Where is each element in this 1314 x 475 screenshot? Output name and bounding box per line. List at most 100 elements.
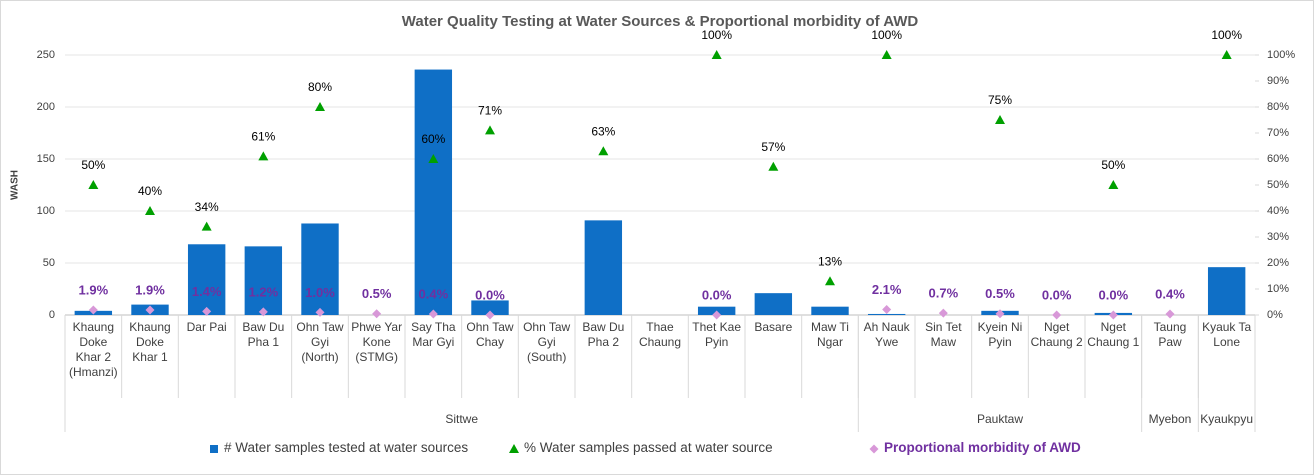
data-label: 0.0%: [1099, 287, 1129, 302]
data-label: 1.2%: [249, 284, 279, 299]
data-label: 57%: [761, 140, 785, 154]
group-label: Kyaukpyu: [1200, 412, 1253, 426]
legend-label: % Water samples passed at water source: [524, 440, 773, 455]
x-tick-label: Maw Ti Ngar: [810, 320, 849, 349]
y2-tick-label: 100%: [1267, 49, 1295, 61]
y2-tick-label: 60%: [1267, 153, 1289, 165]
data-label: 0.4%: [419, 286, 449, 301]
group-label: Sittwe: [445, 412, 478, 426]
chart-title: Water Quality Testing at Water Sources &…: [402, 13, 919, 30]
data-label: 100%: [1211, 28, 1242, 42]
triangle-marker: [485, 125, 495, 135]
diamond-marker: [372, 309, 382, 319]
data-label: 63%: [591, 124, 615, 138]
y-tick-label: 100: [37, 205, 55, 217]
legend-swatch: [210, 445, 218, 453]
triangle-marker: [258, 151, 269, 161]
y-axis-label: WASH: [10, 170, 21, 200]
diamond-marker: [315, 307, 325, 317]
data-label: 75%: [988, 93, 1012, 107]
triangle-marker: [1221, 50, 1232, 59]
data-label: 2.1%: [872, 282, 902, 297]
diamond-marker: [938, 308, 948, 318]
bar: [471, 300, 509, 315]
diamond-marker: [1052, 310, 1062, 320]
y2-tick-label: 90%: [1267, 75, 1289, 87]
legend-swatch: [869, 444, 879, 454]
diamond-marker: [145, 305, 155, 315]
diamond-marker: [712, 310, 722, 320]
x-tick-label: Sin Tet Maw: [925, 320, 962, 349]
data-label: 1.4%: [192, 284, 222, 299]
triangle-marker: [1108, 180, 1119, 189]
bar: [187, 244, 226, 315]
diamond-marker: [485, 310, 495, 320]
x-tick-label: Khaung Doke Khar 1: [129, 320, 171, 364]
bar: [414, 69, 453, 315]
x-tick-label: Khaung Doke Khar 2 (Hmanzi): [68, 320, 118, 379]
diamond-marker: [202, 306, 212, 316]
y2-tick-label: 20%: [1267, 257, 1289, 269]
triangle-marker: [995, 115, 1005, 124]
x-tick-label: Ohn Taw Gyi (South): [523, 320, 571, 364]
data-label: 0.0%: [1042, 287, 1072, 302]
y2-tick-label: 30%: [1267, 231, 1289, 243]
bar: [301, 223, 339, 315]
x-tick-label: Thet Kae Pyin: [692, 320, 741, 349]
data-label: 0.7%: [929, 286, 959, 301]
y2-tick-label: 50%: [1267, 179, 1289, 191]
x-tick-label: Thae Chaung: [638, 320, 681, 349]
triangle-marker: [428, 154, 439, 163]
legend-label: # Water samples tested at water sources: [224, 440, 469, 455]
y2-tick-label: 40%: [1267, 205, 1289, 217]
x-tick-label: Say Tha Mar Gyi: [411, 320, 456, 349]
triangle-marker: [881, 50, 892, 59]
y2-tick-label: 80%: [1267, 101, 1289, 113]
y-tick-label: 200: [37, 101, 55, 113]
data-label: 80%: [308, 80, 332, 94]
x-tick-label: Ohn Taw Chay: [466, 320, 514, 349]
bar: [584, 220, 623, 315]
data-label: 71%: [478, 104, 502, 118]
bar: [244, 246, 283, 315]
triangle-marker: [201, 221, 212, 231]
data-label: 50%: [1101, 158, 1125, 172]
y-tick-label: 150: [37, 153, 55, 165]
x-tick-label: Baw Du Pha 1: [242, 320, 285, 349]
x-tick-label: Taung Paw: [1153, 320, 1187, 349]
triangle-marker: [711, 50, 722, 59]
x-tick-label: Phwe Yar Kone (STMG): [351, 320, 403, 364]
triangle-marker: [88, 180, 99, 189]
diamond-marker: [1108, 310, 1118, 320]
triangle-marker: [825, 276, 835, 286]
x-tick-label: Basare: [754, 320, 793, 334]
data-label: 34%: [195, 200, 219, 214]
data-label: 0.0%: [475, 287, 505, 302]
y2-tick-label: 10%: [1267, 283, 1289, 295]
group-label: Myebon: [1148, 412, 1192, 426]
triangle-marker: [598, 146, 609, 156]
legend-label: Proportional morbidity of AWD: [884, 440, 1081, 455]
y-tick-label: 250: [37, 49, 55, 61]
bar: [811, 306, 849, 315]
data-label: 0.5%: [362, 286, 392, 301]
data-label: 1.0%: [305, 285, 335, 300]
y2-tick-label: 0%: [1267, 309, 1283, 321]
diamond-marker: [88, 305, 98, 315]
legend-swatch: [509, 444, 519, 453]
diamond-marker: [1165, 309, 1175, 319]
data-label: 1.9%: [135, 282, 165, 297]
x-tick-label: Kyauk Ta Lone: [1202, 320, 1252, 349]
diamond-marker: [258, 307, 268, 317]
x-tick-label: Ah Nauk Ywe: [863, 320, 910, 349]
x-tick-label: Ohn Taw Gyi (North): [296, 320, 344, 364]
triangle-marker: [315, 102, 325, 111]
y-tick-label: 0: [49, 309, 55, 321]
triangle-marker: [145, 206, 155, 215]
data-label: 50%: [81, 158, 105, 172]
x-tick-label: Nget Chaung 2: [1030, 320, 1083, 349]
data-label: 60%: [421, 132, 445, 146]
diamond-marker: [995, 309, 1005, 319]
y-tick-label: 50: [43, 257, 55, 269]
